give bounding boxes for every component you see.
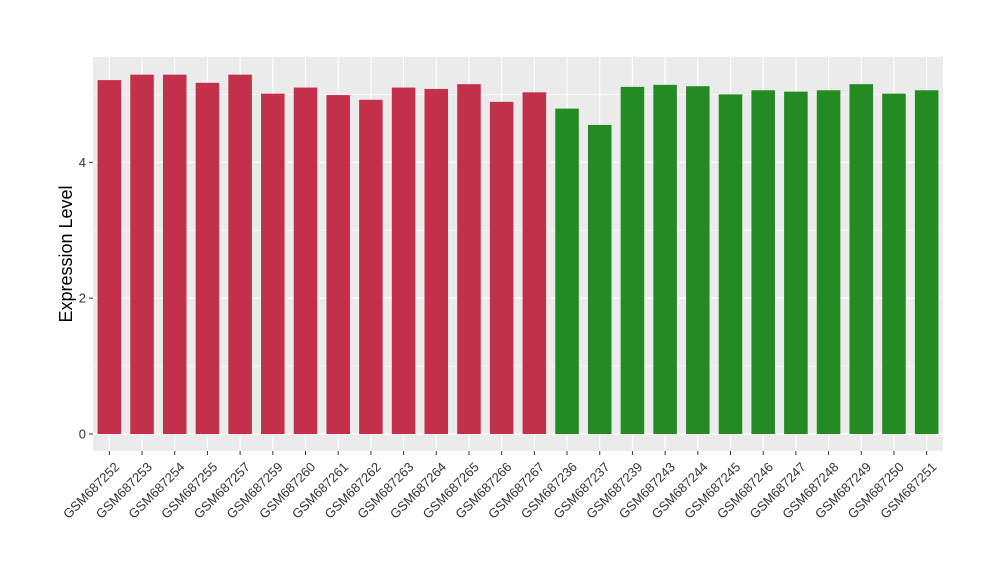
x-axis: GSM687252GSM687253GSM687254GSM687255GSM6… bbox=[60, 451, 940, 522]
bar-GSM687255 bbox=[195, 82, 220, 435]
bar-GSM687245 bbox=[718, 94, 743, 435]
plot-background bbox=[93, 57, 943, 451]
bar-GSM687237 bbox=[587, 124, 612, 435]
bar-GSM687264 bbox=[424, 88, 449, 435]
y-tick-label: 2 bbox=[79, 291, 86, 306]
bar-GSM687246 bbox=[751, 90, 775, 435]
bar-GSM687266 bbox=[489, 101, 514, 435]
bar-GSM687262 bbox=[359, 99, 383, 435]
bar-GSM687247 bbox=[784, 91, 808, 435]
bar-GSM687250 bbox=[882, 93, 906, 435]
bar-GSM687259 bbox=[261, 93, 285, 435]
bar-GSM687251 bbox=[914, 90, 939, 435]
bar-GSM687254 bbox=[162, 74, 187, 435]
y-axis: 0 2 4 bbox=[79, 155, 93, 442]
bars bbox=[97, 74, 939, 435]
bar-GSM687267 bbox=[522, 92, 547, 435]
y-tick-label: 4 bbox=[79, 155, 86, 170]
bar-GSM687252 bbox=[97, 80, 122, 435]
bar-GSM687243 bbox=[653, 84, 677, 435]
bar-GSM687260 bbox=[293, 87, 318, 435]
y-axis-title: Expression Level bbox=[56, 185, 76, 322]
bar-GSM687263 bbox=[391, 87, 416, 435]
y-tick-label: 0 bbox=[79, 427, 86, 442]
bar-GSM687265 bbox=[457, 84, 481, 435]
bar-GSM687257 bbox=[228, 74, 252, 435]
bar-GSM687248 bbox=[816, 90, 841, 435]
bar-GSM687239 bbox=[620, 86, 645, 435]
bar-GSM687249 bbox=[849, 84, 874, 435]
bar-GSM687261 bbox=[326, 95, 350, 435]
bar-GSM687253 bbox=[130, 74, 154, 435]
bar-GSM687236 bbox=[555, 108, 579, 435]
bar-GSM687244 bbox=[686, 86, 710, 435]
